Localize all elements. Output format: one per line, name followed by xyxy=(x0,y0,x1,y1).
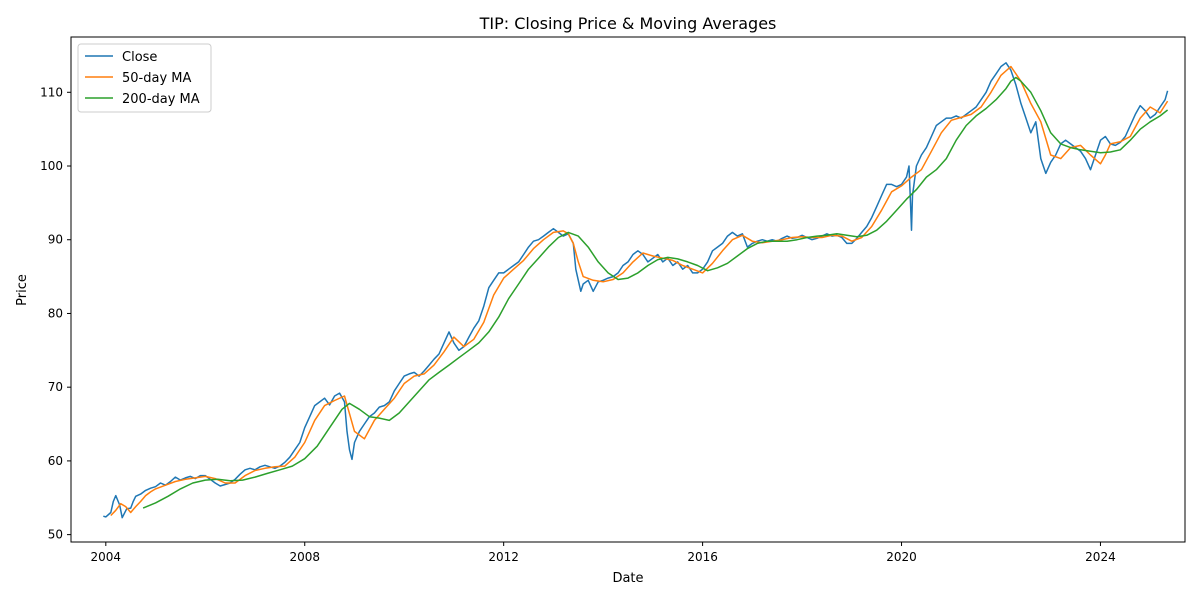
y-tick-label: 70 xyxy=(48,380,63,394)
y-tick-label: 50 xyxy=(48,528,63,542)
plot-frame xyxy=(70,36,1186,543)
x-axis: 2004 2008 2012 2016 2020 2024 xyxy=(91,542,1116,564)
x-tick-label: 2020 xyxy=(886,550,917,564)
x-tick-label: 2016 xyxy=(687,550,718,564)
legend-label-close: Close xyxy=(122,50,157,65)
ma-50-line xyxy=(110,65,1169,517)
legend-label-50-day-ma: 50-day MA xyxy=(122,71,191,86)
close-line xyxy=(103,62,1169,519)
y-tick-label: 110 xyxy=(40,85,63,99)
x-axis-label: Date xyxy=(612,571,643,586)
legend-box xyxy=(77,43,212,113)
plot-area xyxy=(103,62,1169,519)
x-tick-label: 2004 xyxy=(91,550,122,564)
ma-200-line xyxy=(142,76,1169,509)
x-tick-label: 2024 xyxy=(1085,550,1116,564)
chart-title: TIP: Closing Price & Moving Averages xyxy=(479,14,777,33)
y-axis-label: Price xyxy=(15,274,30,306)
legend: Close 50-day MA 200-day MA xyxy=(77,43,212,113)
y-tick-label: 100 xyxy=(40,159,63,173)
y-tick-label: 60 xyxy=(48,454,63,468)
y-tick-label: 90 xyxy=(48,233,63,247)
legend-label-200-day-ma: 200-day MA xyxy=(122,92,200,107)
x-tick-label: 2012 xyxy=(488,550,519,564)
y-tick-label: 80 xyxy=(48,306,63,320)
x-tick-label: 2008 xyxy=(289,550,320,564)
y-axis: 50 60 70 80 90 100 110 xyxy=(40,85,71,542)
